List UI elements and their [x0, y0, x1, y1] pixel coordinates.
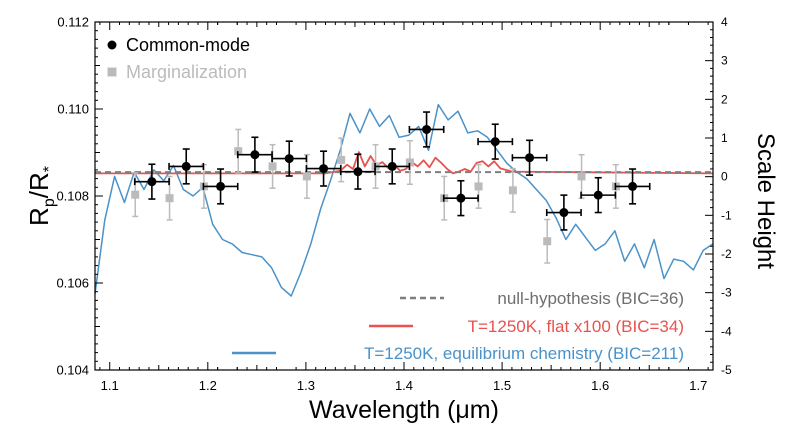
x-tick-label: 1.1	[101, 378, 119, 393]
cm-point	[181, 161, 191, 171]
legend-marker-marginalization	[107, 67, 117, 77]
y-label-sub-p: p	[41, 198, 58, 207]
y-tick-label: 0.106	[56, 276, 89, 291]
marg-point	[302, 172, 311, 181]
marg-point	[337, 155, 346, 164]
y-tick-label: 0.112	[57, 15, 89, 30]
y-label-sub-star: *	[41, 166, 58, 172]
y-tick-label: 0.108	[56, 189, 89, 204]
y-label-r: R	[24, 207, 54, 226]
x-tick-label: 1.5	[493, 378, 511, 393]
marg-point	[131, 190, 140, 199]
cm-point	[353, 167, 363, 177]
y2-tick-label: 0	[721, 170, 728, 184]
cm-point	[593, 190, 603, 200]
y2-tick-label: 1	[721, 131, 728, 145]
y2-axis-label: Scale Height	[752, 133, 779, 269]
cm-point	[525, 153, 535, 163]
axes: 1.1 1.2 1.3 1.4 1.5 1.6 1.7 0.104 0.106 0.108 0.11…	[56, 15, 732, 394]
marg-point	[543, 237, 552, 246]
y2-tick-label: -2	[721, 247, 732, 261]
legend-label-null-hypothesis: null-hypothesis (BIC=36)	[497, 289, 684, 308]
legend-marker-common-mode	[107, 40, 117, 50]
y2-tick-label: 3	[721, 54, 728, 68]
data-points	[131, 111, 651, 264]
x-axis-label: Wavelength (μm)	[309, 396, 499, 424]
y2-tick-label: -3	[721, 286, 732, 300]
x-tick-label: 1.3	[297, 378, 315, 393]
x-tick-label: 1.6	[591, 378, 609, 393]
marg-point	[405, 158, 414, 167]
y-tick-label: 0.104	[56, 363, 89, 378]
x-tick-label: 1.2	[199, 378, 217, 393]
y2-tick-label: 2	[721, 92, 728, 106]
cm-point	[319, 164, 329, 174]
series-line-equilibrium	[94, 103, 714, 297]
cm-point	[250, 150, 260, 160]
y2-tick-label: 4	[721, 15, 728, 29]
legend-label-marginalization: Marginalization	[126, 62, 247, 82]
y2-tick-label: -5	[721, 363, 732, 377]
cm-point	[490, 137, 500, 147]
y-label-slash-r: /R	[24, 172, 54, 198]
y2-tick-label: -4	[721, 324, 732, 338]
marg-point	[268, 162, 277, 171]
cm-point	[284, 154, 294, 164]
legend-label-equilibrium-model: T=1250K, equilibrium chemistry (BIC=211)	[364, 344, 684, 363]
cm-point	[147, 177, 157, 187]
cm-point	[628, 181, 638, 191]
x-tick-label: 1.7	[689, 378, 707, 393]
cm-point	[422, 124, 432, 134]
y2-tick-label: -1	[721, 208, 732, 222]
legend-label-common-mode: Common-mode	[126, 35, 250, 55]
legend-bottom: null-hypothesis (BIC=36) T=1250K, flat x…	[232, 289, 684, 363]
model-lines	[94, 103, 714, 297]
marg-point	[508, 186, 517, 195]
cm-point	[456, 193, 466, 203]
marg-point	[165, 194, 174, 203]
cm-point	[559, 208, 569, 218]
legend-top: Common-mode Marginalization	[107, 35, 250, 82]
x-tick-label: 1.4	[395, 378, 413, 393]
marg-point	[474, 182, 483, 191]
marg-point	[577, 172, 586, 181]
cm-point	[387, 161, 397, 171]
y-axis-label: Rp/R*	[24, 166, 58, 226]
legend-label-flat-model: T=1250K, flat x100 (BIC=34)	[468, 317, 684, 336]
y-tick-label: 0.110	[57, 102, 89, 117]
cm-point	[216, 181, 226, 191]
